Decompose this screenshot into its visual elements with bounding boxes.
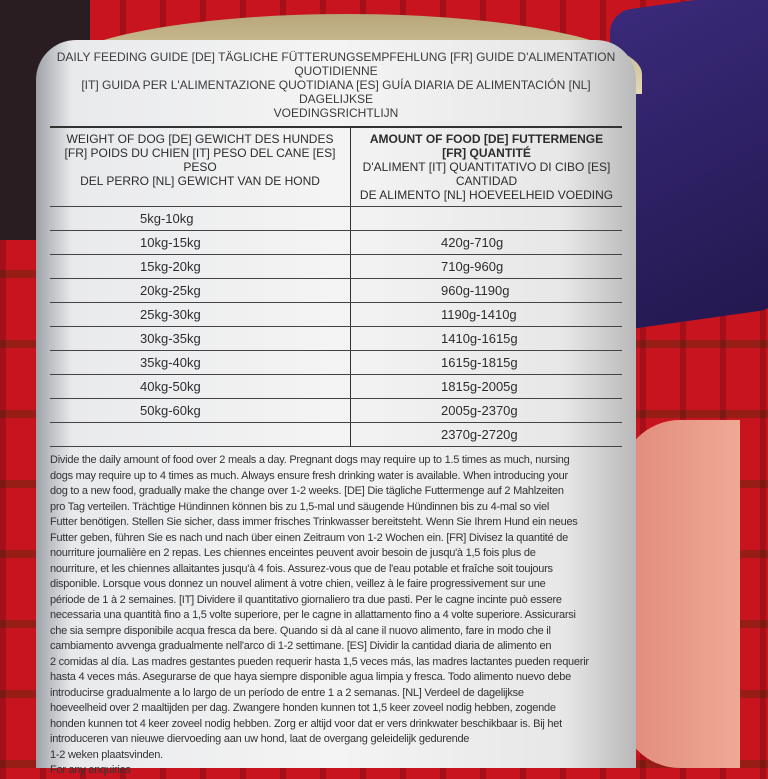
instruction-line: Divide the daily amount of food over 2 m… (50, 454, 570, 466)
table-row: 5kg-10kg (50, 207, 622, 231)
weight-header: WEIGHT OF DOG [DE] GEWICHT DES HUNDES [F… (50, 128, 350, 206)
instruction-line: che sia sempre disponibile acqua fresca … (50, 624, 551, 637)
instruction-line: introduceren van nieuwe diervoeding aan … (50, 733, 470, 745)
can-label: DAILY FEEDING GUIDE [DE] TÄGLICHE FÜTTER… (36, 40, 636, 776)
instruction-line: hoeveelheid over 2 maaltijden per dag. Z… (50, 702, 556, 714)
table-row: 2370g-2720g (50, 423, 622, 447)
instruction-line: For any enquiries (50, 764, 131, 776)
food-amount: 2370g-2720g (350, 423, 622, 446)
instruction-line: 2 comidas al día. Las madres gestantes p… (50, 655, 589, 668)
food-amount: 420g-710g (350, 231, 622, 254)
dog-weight: 10kg-15kg (140, 235, 201, 250)
table-row: 35kg-40kg 1615g-1815g (50, 351, 622, 375)
instruction-line: dogs may require up to 4 times as much. … (50, 469, 568, 482)
dog-weight: 35kg-40kg (140, 355, 201, 370)
food-amount: 710g-960g (350, 255, 622, 278)
weight-header-line: [FR] POIDS DU CHIEN [IT] PESO DEL CANE [… (64, 146, 336, 174)
feeding-guide-title: DAILY FEEDING GUIDE [DE] TÄGLICHE FÜTTER… (50, 50, 622, 120)
table-row: 10kg-15kg 420g-710g (50, 231, 622, 255)
dog-weight: 5kg-10kg (140, 211, 194, 226)
dog-weight: 50kg-60kg (140, 403, 201, 418)
title-line: VOEDINGSRICHTLIJN (273, 106, 399, 120)
instruction-line: necessaria una quantità fino a 1,5 volte… (50, 609, 576, 621)
table-row: 20kg-25kg 960g-1190g (50, 279, 622, 303)
amount-header-line: DE ALIMENTO [NL] HOEVEELHEID VOEDING (359, 188, 614, 202)
food-amount: 1815g-2005g (350, 375, 622, 398)
food-amount: 1615g-1815g (350, 351, 622, 374)
table-header: WEIGHT OF DOG [DE] GEWICHT DES HUNDES [F… (50, 128, 622, 207)
dog-weight (50, 423, 350, 446)
instruction-line: introducirse gradualmente a lo largo de … (50, 686, 524, 699)
table-row: 30kg-35kg 1410g-1615g (50, 327, 622, 351)
food-amount: 2005g-2370g (350, 399, 622, 422)
feeding-instructions: Divide the daily amount of food over 2 m… (50, 453, 622, 779)
title-line: [IT] GUIDA PER L'ALIMENTAZIONE QUOTIDIAN… (81, 78, 591, 106)
feeding-table: WEIGHT OF DOG [DE] GEWICHT DES HUNDES [F… (50, 126, 622, 447)
food-amount: 1190g-1410g (350, 303, 622, 326)
dog-weight: 40kg-50kg (140, 379, 201, 394)
amount-header-line: AMOUNT OF FOOD [DE] FUTTERMENGE [FR] QUA… (369, 132, 604, 160)
table-row: 25kg-30kg 1190g-1410g (50, 303, 622, 327)
instruction-line: disponible. Lorsque vous donnez un nouve… (50, 578, 546, 590)
instruction-line: honden kunnen tot 4 keer zoveel nodig he… (50, 717, 562, 730)
instruction-line: dog to a new food, gradually make the ch… (50, 485, 564, 497)
dog-weight: 30kg-35kg (140, 331, 201, 346)
amount-header: AMOUNT OF FOOD [DE] FUTTERMENGE [FR] QUA… (350, 128, 622, 206)
instruction-line: période de 1 à 2 semaines. [IT] Dividere… (50, 593, 562, 606)
hand (620, 420, 740, 768)
title-line: DAILY FEEDING GUIDE [DE] TÄGLICHE FÜTTER… (56, 50, 616, 78)
instruction-line: pro Tag verteilen. Trächtige Hündinnen k… (50, 500, 550, 513)
weight-header-line: DEL PERRO [NL] GEWICHT VAN DE HOND (80, 174, 320, 188)
dog-weight: 15kg-20kg (140, 259, 201, 274)
instruction-line: Futter geben, führen Sie es nach und nac… (50, 531, 568, 544)
food-amount: 1410g-1615g (350, 327, 622, 350)
dog-weight: 25kg-30kg (140, 307, 201, 322)
table-row: 50kg-60kg 2005g-2370g (50, 399, 622, 423)
table-row: 15kg-20kg 710g-960g (50, 255, 622, 279)
instruction-line: nourriture journalière en 2 repas. Les c… (50, 547, 536, 559)
amount-header-line: D'ALIMENT [IT] QUANTITATIVO DI CIBO [ES]… (362, 160, 611, 188)
food-amount: 960g-1190g (350, 279, 622, 302)
table-row: 40kg-50kg 1815g-2005g (50, 375, 622, 399)
food-amount (350, 207, 622, 230)
dog-weight: 20kg-25kg (140, 283, 201, 298)
instruction-line: nourriture, et les chiennes allaitantes … (50, 562, 553, 575)
instruction-line: cambiamento avvenga gradualmente nell'ar… (50, 640, 552, 652)
instruction-line: hasta 4 veces más. Asegurarse de que hay… (50, 671, 571, 683)
weight-header-line: WEIGHT OF DOG [DE] GEWICHT DES HUNDES (66, 132, 334, 146)
instruction-line: 1-2 weken plaatsvinden. (50, 748, 163, 761)
instruction-line: Futter benötigen. Stellen Sie sicher, da… (50, 516, 578, 528)
table-body: 5kg-10kg 10kg-15kg 420g-710g 15kg-20kg 710g-… (50, 207, 622, 447)
